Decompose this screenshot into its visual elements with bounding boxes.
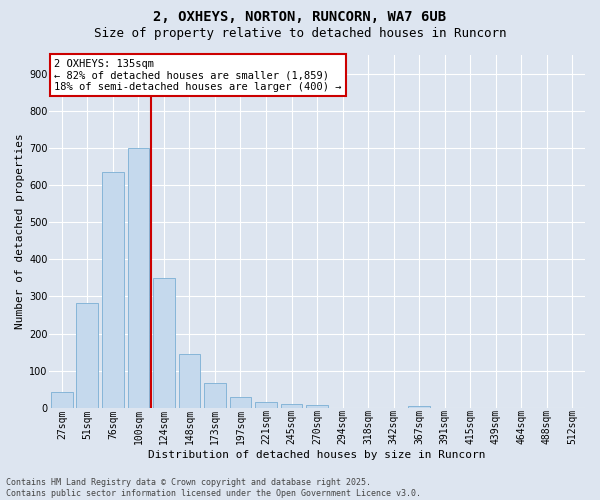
Bar xyxy=(204,382,226,408)
Bar xyxy=(51,392,73,408)
Bar xyxy=(128,148,149,408)
Text: Size of property relative to detached houses in Runcorn: Size of property relative to detached ho… xyxy=(94,28,506,40)
Bar xyxy=(76,302,98,408)
Bar xyxy=(153,278,175,408)
Y-axis label: Number of detached properties: Number of detached properties xyxy=(15,134,25,330)
Bar xyxy=(255,402,277,408)
Text: Contains HM Land Registry data © Crown copyright and database right 2025.
Contai: Contains HM Land Registry data © Crown c… xyxy=(6,478,421,498)
Text: 2 OXHEYS: 135sqm
← 82% of detached houses are smaller (1,859)
18% of semi-detach: 2 OXHEYS: 135sqm ← 82% of detached house… xyxy=(55,58,342,92)
Text: 2, OXHEYS, NORTON, RUNCORN, WA7 6UB: 2, OXHEYS, NORTON, RUNCORN, WA7 6UB xyxy=(154,10,446,24)
Bar xyxy=(102,172,124,408)
Bar xyxy=(230,398,251,408)
Bar xyxy=(306,405,328,408)
Bar xyxy=(281,404,302,408)
X-axis label: Distribution of detached houses by size in Runcorn: Distribution of detached houses by size … xyxy=(148,450,486,460)
Bar xyxy=(179,354,200,408)
Bar xyxy=(408,406,430,408)
